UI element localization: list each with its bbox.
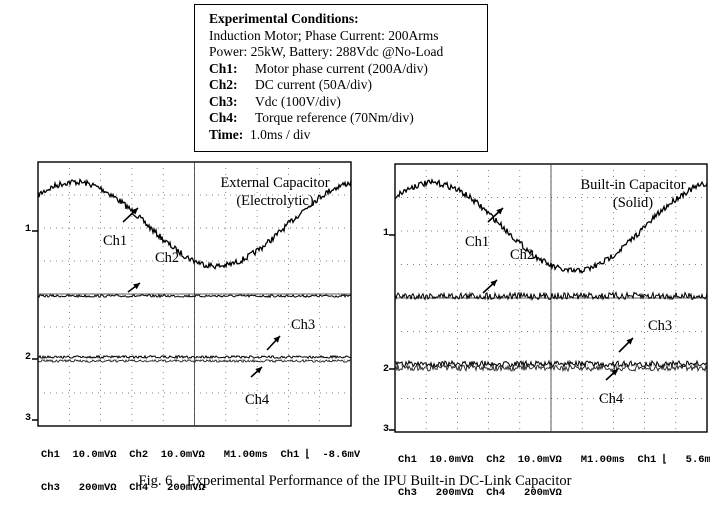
figure-caption: Fig. 6 Experimental Performance of the I… (138, 473, 572, 489)
scope-left-title-line1: External Capacitor (220, 175, 330, 191)
scope-right-waveform-screen (389, 163, 708, 433)
conditions-heading: Experimental Conditions: (209, 11, 359, 26)
scope-right-ch4-label: Ch4 (599, 391, 624, 407)
scope-built-in-capacitor: Built-in Capacitor (Solid) Ch1 Ch2 Ch3 C… (355, 0, 710, 499)
condition-ch1: Ch1: Motor phase current (200A/div) (209, 61, 487, 78)
left-ch4-trace (37, 358, 352, 363)
scope-left-title-line2: (Electrolytic) (236, 193, 314, 209)
left-ch2-trace (37, 293, 352, 299)
condition-ch1-text: Motor phase current (200A/div) (255, 60, 428, 76)
scope-left-footer-line1: Ch1 10.0mVΩ Ch2 10.0mVΩ M1.00ms Ch1 ⌊ -8… (41, 449, 361, 461)
scope-right-footer-line2: Ch3 200mVΩ Ch4 200mVΩ (398, 487, 562, 499)
scope-right-title-line2: (Solid) (612, 195, 654, 211)
right-annotation-arrowhead (496, 208, 503, 215)
right-ch3-trace (394, 359, 708, 369)
scope-right-footer-line1: Ch1 10.0mVΩ Ch2 10.0mVΩ M1.00ms Ch1 ⌊ 5.… (398, 454, 710, 466)
conditions-motor-line: Induction Motor; Phase Current: 200Arms (209, 27, 439, 43)
scope-left-title: External Capacitor (Electrolytic) (205, 174, 345, 210)
scope-external-capacitor: External Capacitor (Electrolytic) Ch1 Ch… (0, 0, 360, 494)
condition-ch4: Ch4: Torque reference (70Nm/div) (209, 110, 487, 127)
condition-time-label: Time: (209, 126, 244, 142)
left-ch1-trace (37, 178, 352, 270)
condition-ch4-label: Ch4: (209, 110, 238, 125)
condition-ch1-label: Ch1: (209, 60, 238, 76)
scope-left-marker-1: 1 (25, 224, 32, 235)
condition-ch4-text: Torque reference (70Nm/div) (255, 110, 414, 125)
scope-right-marker-3: 3 (383, 424, 390, 435)
scope-right-marker-1: 1 (383, 228, 390, 239)
scope-right-ch3-label: Ch3 (648, 318, 673, 334)
right-ch1-trace (394, 178, 708, 275)
condition-ch3-text: Vdc (100V/div) (255, 93, 341, 109)
scope-left-ch1-label: Ch1 (103, 233, 128, 249)
condition-ch3: Ch3: Vdc (100V/div) (209, 94, 487, 111)
condition-ch2-label: Ch2: (209, 77, 238, 92)
scope-right-title: Built-in Capacitor (Solid) (563, 176, 703, 212)
scope-left-ch2-label: Ch2 (155, 250, 180, 266)
scope-right-ch2-label: Ch2 (510, 247, 535, 263)
right-annotation-arrowhead (626, 338, 633, 345)
right-ch2-trace (394, 290, 708, 302)
condition-ch2: Ch2: DC current (50A/div) (209, 77, 487, 94)
scope-left-marker-3: 3 (25, 413, 32, 424)
scope-right-ch1-label: Ch1 (465, 234, 490, 250)
condition-time: Time: 1.0ms / div (209, 127, 487, 144)
scope-right-title-line1: Built-in Capacitor (580, 177, 686, 193)
conditions-power-line: Power: 25kW, Battery: 288Vdc @No-Load (209, 44, 444, 59)
left-ch3-trace (37, 354, 352, 360)
scope-right-footer: Ch1 10.0mVΩ Ch2 10.0mVΩ M1.00ms Ch1 ⌊ 5.… (398, 433, 710, 521)
scope-left-footer: Ch1 10.0mVΩ Ch2 10.0mVΩ M1.00ms Ch1 ⌊ -8… (41, 428, 360, 516)
right-annotation-arrowhead (490, 280, 497, 287)
condition-ch3-label: Ch3: (209, 93, 238, 109)
left-annotation-arrowhead (133, 283, 140, 290)
scope-left-ch4-label: Ch4 (245, 392, 270, 408)
right-ch4-trace (394, 363, 708, 373)
scope-left-footer-line2: Ch3 200mVΩ Ch4 200mVΩ (41, 482, 205, 494)
left-annotation-arrowhead (255, 367, 262, 374)
scope-left-waveform-screen (32, 161, 352, 427)
scope-left-marker-2: 2 (25, 352, 32, 363)
left-annotation-arrowhead (273, 336, 280, 343)
scope-left-ch3-label: Ch3 (291, 317, 316, 333)
condition-time-text: 1.0ms / div (243, 126, 311, 142)
experimental-conditions-box: Experimental Conditions: Induction Motor… (194, 4, 488, 152)
right-annotation-arrowhead (611, 369, 618, 376)
condition-ch2-text: DC current (50A/div) (255, 77, 372, 92)
scope-right-marker-2: 2 (383, 364, 390, 375)
left-annotation-arrowhead (131, 208, 138, 215)
